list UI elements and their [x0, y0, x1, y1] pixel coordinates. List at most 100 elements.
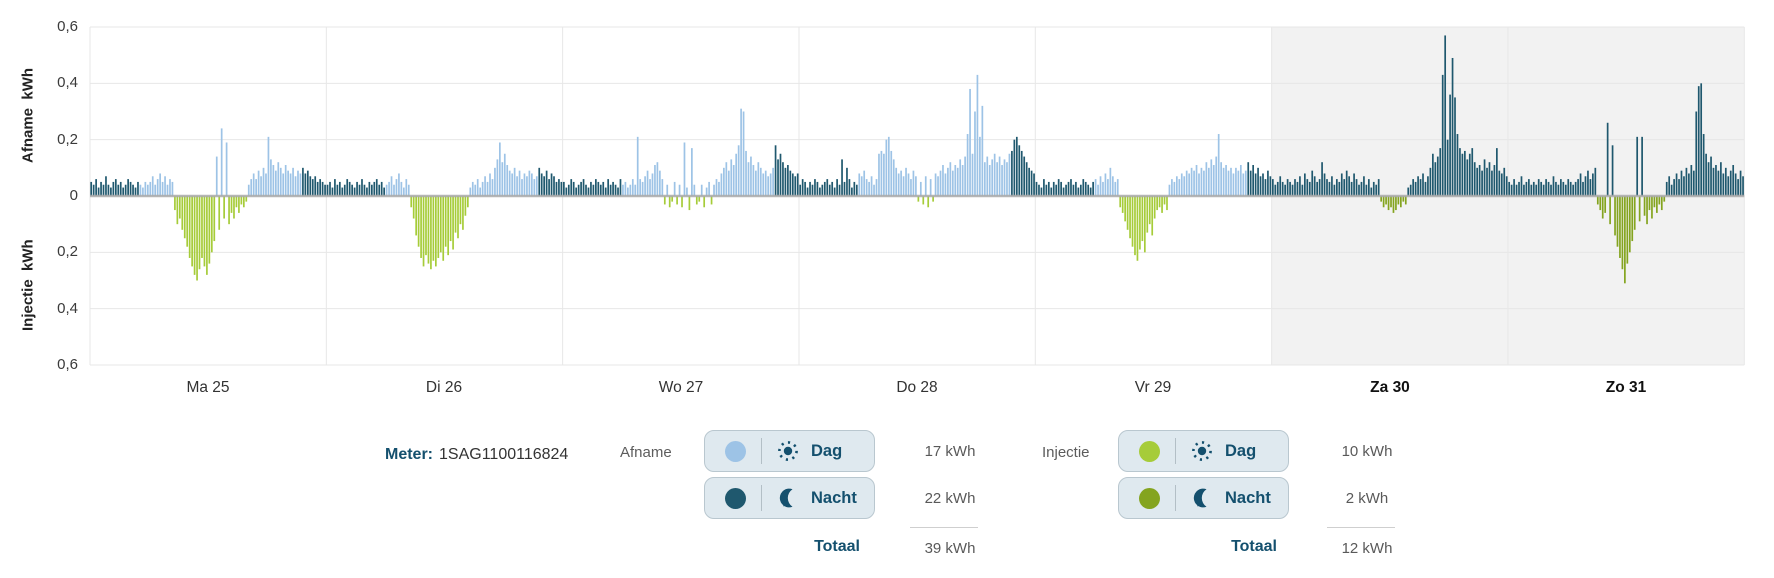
bar-afname-dag[interactable] [752, 165, 755, 196]
bar-afname-dag[interactable] [521, 179, 523, 196]
bar-afname-dag[interactable] [944, 173, 947, 196]
bar-injectie-nacht[interactable] [1382, 196, 1385, 208]
bar-afname-nacht[interactable] [1259, 176, 1262, 196]
bar-injectie-dag[interactable] [1139, 196, 1141, 250]
bar-afname-nacht[interactable] [843, 181, 846, 196]
bar-injectie-dag[interactable] [178, 196, 181, 219]
bar-afname-nacht[interactable] [92, 184, 95, 196]
bar-afname-dag[interactable] [858, 173, 861, 196]
bar-afname-nacht[interactable] [1449, 94, 1451, 196]
bar-injectie-dag[interactable] [442, 196, 445, 261]
bar-afname-dag[interactable] [1195, 165, 1198, 196]
bar-afname-nacht[interactable] [1483, 159, 1486, 196]
bar-afname-dag[interactable] [294, 176, 297, 196]
bar-afname-nacht[interactable] [836, 179, 838, 196]
bar-afname-nacht[interactable] [614, 184, 617, 196]
bar-afname-dag[interactable] [939, 170, 942, 196]
bar-afname-dag[interactable] [1003, 159, 1006, 196]
bar-afname-dag[interactable] [767, 176, 770, 196]
bar-afname-nacht[interactable] [545, 170, 548, 196]
bar-afname-nacht[interactable] [1279, 176, 1282, 196]
bar-afname-nacht[interactable] [607, 179, 610, 196]
bar-afname-nacht[interactable] [1695, 111, 1698, 197]
bar-afname-dag[interactable] [907, 173, 910, 196]
bar-afname-dag[interactable] [895, 167, 898, 196]
bar-afname-dag[interactable] [991, 159, 994, 196]
bar-afname-nacht[interactable] [1550, 184, 1552, 196]
bar-afname-dag[interactable] [737, 145, 740, 196]
bar-afname-nacht[interactable] [848, 179, 851, 196]
bar-afname-dag[interactable] [166, 184, 169, 196]
bar-afname-nacht[interactable] [1072, 184, 1075, 196]
bar-afname-dag[interactable] [1185, 170, 1188, 196]
bar-afname-nacht[interactable] [1350, 181, 1353, 196]
bar-injectie-dag[interactable] [1136, 196, 1139, 261]
bar-injectie-dag[interactable] [201, 196, 203, 258]
bar-afname-dag[interactable] [1001, 165, 1003, 196]
bar-injectie-dag[interactable] [467, 196, 469, 208]
bar-afname-nacht[interactable] [1067, 181, 1070, 196]
bar-afname-nacht[interactable] [538, 167, 541, 196]
bar-afname-nacht[interactable] [134, 187, 137, 196]
bar-injectie-dag[interactable] [420, 196, 422, 258]
bar-afname-dag[interactable] [915, 176, 917, 196]
bar-injectie-dag[interactable] [1163, 196, 1166, 205]
bar-injectie-dag[interactable] [917, 196, 920, 202]
bar-injectie-dag[interactable] [671, 196, 674, 202]
bar-afname-nacht[interactable] [1722, 173, 1725, 196]
bar-afname-nacht[interactable] [609, 184, 612, 196]
bar-afname-nacht[interactable] [346, 179, 349, 196]
bar-afname-nacht[interactable] [1720, 162, 1722, 196]
bar-afname-nacht[interactable] [1419, 179, 1422, 196]
bar-afname-nacht[interactable] [1461, 153, 1464, 196]
bar-afname-dag[interactable] [1102, 181, 1104, 196]
bar-injectie-dag[interactable] [1148, 196, 1151, 225]
bar-afname-nacht[interactable] [1732, 165, 1735, 196]
bar-afname-nacht[interactable] [119, 181, 122, 196]
bar-injectie-dag[interactable] [922, 196, 925, 205]
bar-afname-dag[interactable] [388, 181, 390, 196]
bar-afname-dag[interactable] [272, 165, 275, 196]
bar-afname-dag[interactable] [1217, 134, 1220, 196]
bar-injectie-dag[interactable] [1126, 196, 1129, 230]
bar-afname-nacht[interactable] [563, 181, 565, 196]
bar-afname-dag[interactable] [481, 181, 484, 196]
bar-injectie-nacht[interactable] [1621, 196, 1624, 270]
bar-afname-dag[interactable] [1168, 184, 1171, 196]
bar-afname-dag[interactable] [622, 184, 624, 196]
bar-afname-nacht[interactable] [1456, 134, 1459, 196]
bar-afname-dag[interactable] [1116, 179, 1119, 196]
bar-injectie-dag[interactable] [196, 196, 198, 281]
bar-afname-dag[interactable] [156, 179, 159, 196]
bar-afname-dag[interactable] [1188, 173, 1190, 196]
bar-afname-nacht[interactable] [851, 187, 853, 196]
bar-afname-dag[interactable] [988, 165, 991, 196]
bar-afname-dag[interactable] [912, 170, 915, 196]
bar-afname-nacht[interactable] [1710, 156, 1712, 196]
bar-afname-dag[interactable] [905, 167, 907, 196]
bar-afname-dag[interactable] [1237, 170, 1240, 196]
bar-afname-nacht[interactable] [137, 181, 139, 196]
bar-afname-nacht[interactable] [1673, 179, 1675, 196]
bar-afname-nacht[interactable] [90, 181, 93, 196]
bar-afname-nacht[interactable] [787, 165, 789, 196]
bar-afname-nacht[interactable] [1328, 181, 1331, 196]
bar-afname-dag[interactable] [274, 170, 277, 196]
bar-afname-dag[interactable] [971, 153, 974, 196]
bar-injectie-nacht[interactable] [1404, 196, 1407, 205]
bar-afname-nacht[interactable] [791, 173, 794, 196]
bar-injectie-dag[interactable] [444, 196, 447, 247]
bar-afname-dag[interactable] [666, 184, 669, 196]
bar-afname-nacht[interactable] [1486, 167, 1488, 196]
bar-afname-dag[interactable] [265, 173, 267, 196]
bar-afname-nacht[interactable] [1333, 184, 1336, 196]
bar-afname-nacht[interactable] [1739, 170, 1742, 196]
bar-afname-nacht[interactable] [1412, 179, 1415, 196]
bar-afname-dag[interactable] [708, 181, 710, 196]
bar-injectie-dag[interactable] [1143, 196, 1146, 253]
bar-afname-nacht[interactable] [1353, 173, 1355, 196]
bar-afname-dag[interactable] [479, 187, 482, 196]
bar-afname-dag[interactable] [929, 179, 932, 196]
bar-afname-nacht[interactable] [1033, 173, 1035, 196]
bar-afname-dag[interactable] [870, 176, 873, 196]
